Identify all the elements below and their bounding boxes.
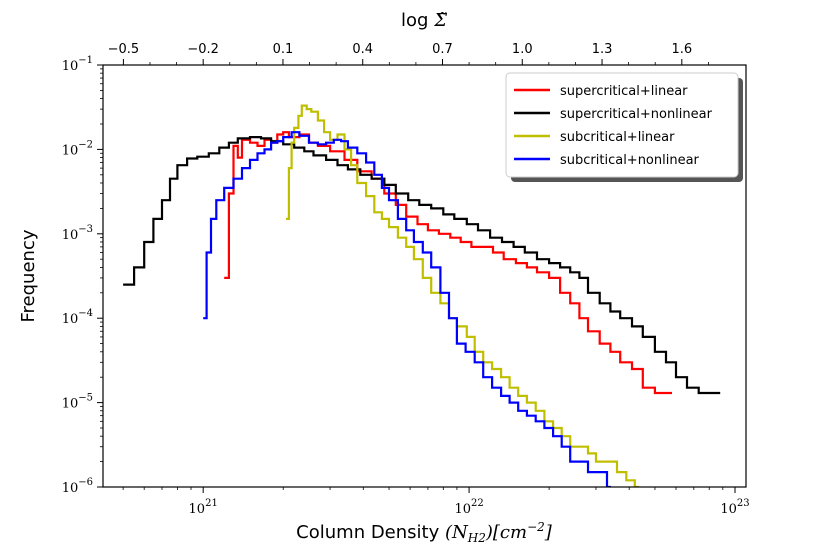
y-tick-label: 10−1 xyxy=(62,55,93,74)
y-axis-title: Frequency xyxy=(18,229,39,322)
x-axis-title: Column Density (NH2)[cm−2] xyxy=(296,520,553,545)
y-tick-label: 10−6 xyxy=(62,477,93,496)
series-line-2 xyxy=(286,104,639,487)
y-tick-label: 10−3 xyxy=(62,224,93,243)
series-line-3 xyxy=(203,131,611,487)
y-tick-label: 10−2 xyxy=(62,139,93,158)
top-tick-label: 0.4 xyxy=(352,42,373,57)
top-tick-label: 1.0 xyxy=(512,42,533,57)
legend: supercritical+linear supercritical+nonlin… xyxy=(505,72,743,182)
legend-box xyxy=(505,72,739,178)
x-tick-label: 1023 xyxy=(720,498,749,517)
top-tick-label: 1.3 xyxy=(592,42,613,57)
legend-label-3: subcritical+nonlinear xyxy=(560,153,700,168)
legend-label-0: supercritical+linear xyxy=(560,84,688,99)
top-tick-label: 0.1 xyxy=(273,42,294,57)
top-tick-label: 0.7 xyxy=(432,42,453,57)
top-tick-label: −0.5 xyxy=(108,42,140,57)
series-group xyxy=(123,104,721,487)
legend-label-2: subcritical+linear xyxy=(560,130,675,145)
legend-label-1: supercritical+nonlinear xyxy=(560,107,713,122)
top-tick-label: 1.6 xyxy=(671,42,692,57)
y-tick-label: 10−5 xyxy=(62,393,93,412)
top-axis-ticks: −0.5 −0.2 0.1 0.4 0.7 1.0 1.3 1.6 xyxy=(108,42,709,65)
legend-items: supercritical+linear supercritical+nonlin… xyxy=(514,84,713,168)
x-tick-label: 1021 xyxy=(189,498,218,517)
series-line-1 xyxy=(123,136,721,395)
y-tick-label: 10−4 xyxy=(62,308,93,327)
top-axis-title: log Σ̃ xyxy=(401,10,447,31)
x-tick-label: 1022 xyxy=(454,498,483,517)
plot-frame xyxy=(102,64,747,488)
bottom-axis-ticks: 1021 1022 1023 xyxy=(122,487,750,517)
top-tick-label: −0.2 xyxy=(187,42,219,57)
